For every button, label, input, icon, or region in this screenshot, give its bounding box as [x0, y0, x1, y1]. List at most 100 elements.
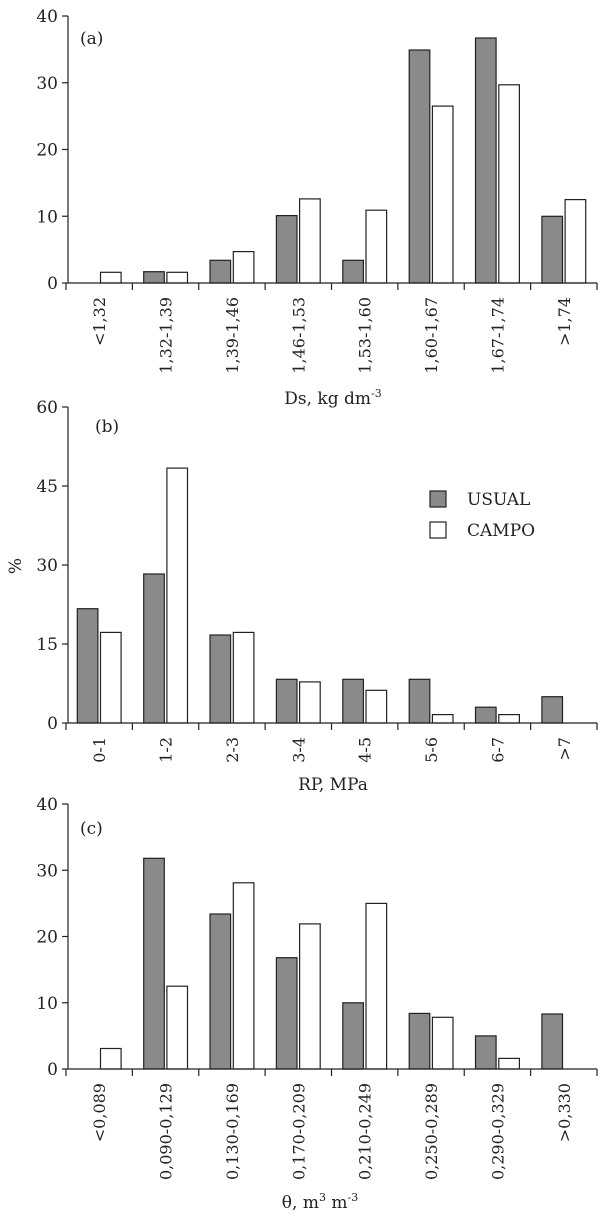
- panel-c-y-tick-label: 30: [36, 861, 58, 881]
- panel-a-bar-usual-3: [275, 215, 298, 284]
- panel-b-category-label: >7: [555, 737, 574, 761]
- panel-a-bar-campo-1: [166, 271, 189, 284]
- panel-a-bar-campo-3: [299, 198, 321, 284]
- panel-b-bars: [76, 467, 564, 724]
- panel-b-bar-campo-0: [99, 631, 122, 724]
- panel-a-bar-usual-4: [342, 259, 364, 284]
- panel-b-bar-campo-5: [431, 713, 454, 724]
- panel-c-bar-campo-0: [99, 1047, 122, 1070]
- panel-c-bars: [99, 857, 564, 1070]
- panel-b-bar-usual-5: [408, 678, 431, 724]
- panel-c-category-label: 0,250-0,289: [422, 1083, 441, 1180]
- panel-c-bar-usual-1: [143, 857, 165, 1070]
- legend-label-usual: USUAL: [467, 490, 530, 510]
- legend: USUAL CAMPO: [429, 490, 535, 541]
- panel-a-y-tick-label: 20: [36, 141, 58, 161]
- panel-b-bar-campo-6: [498, 713, 520, 724]
- panel-c-category-label: 0,290-0,329: [488, 1083, 507, 1180]
- panel-a-category-label: >1,74: [555, 297, 574, 346]
- panel-a-category-label: 1,39-1,46: [223, 297, 242, 374]
- panel-b-bar-campo-2: [232, 631, 255, 724]
- panel-c-bar-usual-6: [474, 1035, 497, 1070]
- panel-b-y-tick-label: 45: [36, 477, 58, 497]
- panel-c-category-label: 0,090-0,129: [157, 1083, 176, 1180]
- panel-b-tag: (b): [95, 417, 119, 437]
- panel-c-y-tick-label: 40: [36, 795, 58, 815]
- panel-b-bar-usual-7: [541, 696, 564, 724]
- panel-b-bar-usual-1: [143, 573, 165, 724]
- panel-b-bar-campo-1: [166, 467, 189, 724]
- panel-a-tag: (a): [80, 29, 103, 49]
- panel-c-category-label: <0,089: [90, 1083, 109, 1142]
- panel-b-y-tick-label: 60: [36, 398, 58, 418]
- panel-c-y-ticks: 0 10 20 30 40: [36, 795, 68, 1080]
- panel-a-x-ticks: <1,32 1,32-1,39 1,39-1,46 1,46-1,53 1,53-1,6…: [65, 283, 598, 374]
- legend-swatch-campo: [429, 521, 447, 539]
- panel-a-bar-campo-0: [99, 271, 122, 284]
- panel-a-bar-usual-6: [474, 37, 497, 284]
- panel-a-bar-usual-7: [541, 215, 564, 284]
- panel-a-category-label: 1,53-1,60: [356, 297, 375, 374]
- panel-b-category-label: 4-5: [356, 737, 375, 763]
- panel-a-category-label: 1,67-1,74: [488, 297, 507, 374]
- panel-c-category-label: 0,170-0,209: [289, 1083, 308, 1180]
- panel-c-bar-campo-2: [232, 882, 255, 1070]
- panel-c-category-label: 0,210-0,249: [356, 1083, 375, 1180]
- panel-b-bar-campo-4: [365, 689, 388, 724]
- panel-b-bar-usual-6: [474, 706, 497, 724]
- panel-c-bar-usual-7: [541, 1013, 564, 1070]
- panel-c-y-tick-label: 10: [36, 994, 58, 1014]
- panel-c-x-axis-title: θ, m3 m-3: [282, 1191, 358, 1213]
- panel-c-bar-campo-6: [498, 1057, 520, 1070]
- panel-c-bar-campo-5: [431, 1016, 454, 1070]
- panel-a-x-axis-title: Ds, kg dm-3: [284, 387, 381, 409]
- panel-b-category-label: 0-1: [90, 737, 109, 763]
- panel-c-bar-usual-4: [342, 1002, 364, 1070]
- panel-a-category-label: 1,60-1,67: [422, 297, 441, 374]
- panel-b-category-label: 6-7: [488, 737, 507, 763]
- panel-a-bar-usual-5: [408, 49, 431, 284]
- panel-a-bar-usual-2: [209, 259, 232, 284]
- panel-c-y-tick-label: 20: [36, 928, 58, 948]
- panel-a-y-ticks: 0 10 20 30 40: [36, 7, 68, 294]
- panel-c-bar-usual-5: [408, 1012, 431, 1070]
- panel-c-y-tick-label: 0: [47, 1060, 58, 1080]
- panel-b-category-label: 1-2: [157, 737, 176, 763]
- panel-c-bar-campo-4: [365, 902, 388, 1070]
- panel-b-bar-campo-3: [299, 681, 321, 724]
- panel-c-category-label: >0,330: [555, 1083, 574, 1142]
- panel-c: (c) 0 10 20 30 40 <0,089 0,090-0,129 0,130-0,1…: [36, 795, 598, 1213]
- panel-b-y-tick-label: 30: [36, 556, 58, 576]
- panel-a-bar-campo-5: [431, 105, 454, 284]
- panel-b-category-label: 3-4: [289, 737, 308, 763]
- panel-a-bar-campo-4: [365, 209, 388, 284]
- panel-b-x-axis-title: RP, MPa: [298, 775, 368, 795]
- panel-b-category-label: 2-3: [223, 737, 242, 763]
- panel-a-bar-campo-6: [498, 84, 520, 284]
- panel-a-category-label: 1,46-1,53: [289, 297, 308, 374]
- legend-label-campo: CAMPO: [467, 521, 535, 541]
- panel-b-bar-usual-0: [76, 608, 99, 724]
- panel-a: (a) 0 10 20 30 40 <1,32 1,32-1,39 1,39-1,46 1,4…: [36, 7, 598, 409]
- panel-a-y-tick-label: 10: [36, 207, 58, 227]
- panel-b-bar-usual-4: [342, 678, 364, 724]
- panel-a-y-tick-label: 30: [36, 74, 58, 94]
- panel-b-category-label: 5-6: [422, 737, 441, 763]
- panel-b-bar-usual-3: [275, 678, 298, 724]
- panel-b-y-tick-label: 15: [36, 635, 58, 655]
- panel-a-y-tick-label: 40: [36, 7, 58, 27]
- panel-a-y-tick-label: 0: [47, 274, 58, 294]
- panel-b-y-tick-label: 0: [47, 714, 58, 734]
- panel-b-y-ticks: 0 15 30 45 60: [36, 398, 68, 734]
- panel-a-bar-campo-7: [564, 199, 587, 284]
- panel-a-bar-campo-2: [232, 251, 255, 284]
- panel-a-bars: [99, 37, 587, 284]
- panel-c-bar-campo-1: [166, 985, 189, 1070]
- panel-c-bar-usual-3: [275, 957, 298, 1070]
- panel-c-bar-campo-3: [299, 923, 321, 1070]
- panel-b-y-axis-title: %: [6, 558, 26, 574]
- panel-c-bar-usual-2: [209, 913, 232, 1070]
- panel-a-category-label: 1,32-1,39: [157, 297, 176, 374]
